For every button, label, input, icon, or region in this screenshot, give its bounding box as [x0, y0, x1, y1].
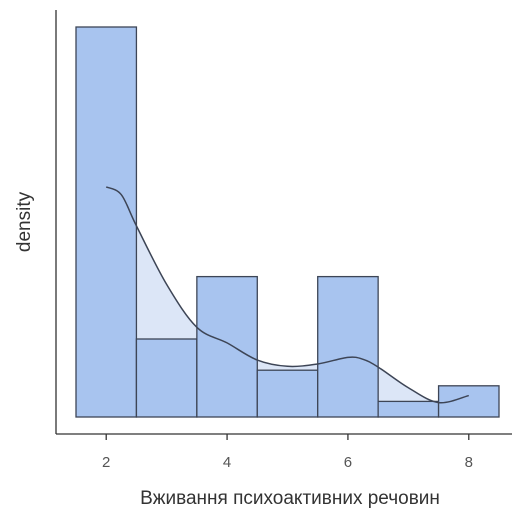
density-curve — [105, 186, 469, 404]
histogram-bars — [75, 26, 500, 418]
histogram-bar — [196, 275, 258, 418]
axes — [55, 10, 512, 435]
x-tick-label: 2 — [102, 454, 110, 471]
density-line — [105, 186, 469, 404]
histogram-bar — [256, 369, 319, 418]
x-tick-label: 4 — [223, 454, 231, 471]
x-tick-label: 6 — [344, 454, 352, 471]
x-tick-label: 8 — [465, 454, 473, 471]
y-axis-title: density — [14, 191, 35, 252]
histogram-bar — [135, 338, 198, 418]
histogram-bar — [317, 275, 379, 418]
x-axis-title: Вживання психоактивних речовин — [140, 488, 440, 509]
histogram-bar — [377, 400, 440, 418]
histogram-bar — [75, 26, 138, 418]
x-axis-ticks: 2 4 6 8 — [102, 434, 473, 471]
